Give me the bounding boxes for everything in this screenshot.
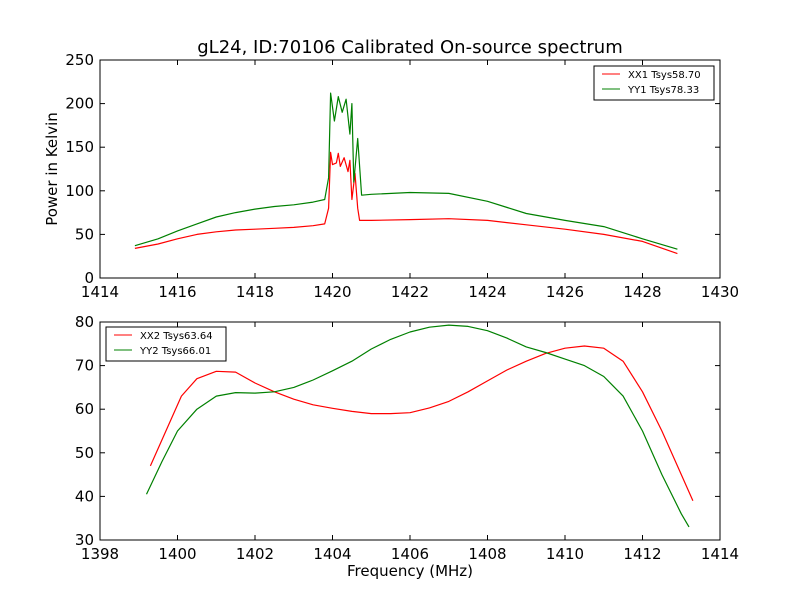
bottom-ticks: 1398 1400 1402 1404 1406 1408 1410 1412 1414 30 40… bbox=[75, 313, 739, 563]
top-x-tick-label: 1430 bbox=[701, 283, 739, 301]
bottom-series-group bbox=[145, 324, 694, 528]
top-x-tick-label: 1428 bbox=[623, 283, 661, 301]
bottom-legend-label-xx2: XX2 Tsys63.64 bbox=[140, 331, 213, 342]
bottom-legend: XX2 Tsys63.64 YY2 Tsys66.01 bbox=[105, 326, 227, 362]
top-y-tick-label: 150 bbox=[65, 138, 94, 156]
bottom-y-tick-label: 60 bbox=[75, 400, 94, 418]
top-ticks: 1414 1416 1418 1420 1422 1424 1426 1428 1430 0 50 1… bbox=[65, 51, 739, 301]
top-axes: 1414 1416 1418 1420 1422 1424 1426 1428 1430 0 50 1… bbox=[43, 51, 739, 301]
top-y-tick-label: 200 bbox=[65, 95, 94, 113]
bottom-series-line-0 bbox=[149, 345, 694, 502]
bottom-y-tick-label: 50 bbox=[75, 444, 94, 462]
top-x-tick-label: 1418 bbox=[236, 283, 274, 301]
bottom-y-tick-label: 30 bbox=[75, 531, 94, 549]
bottom-y-tick-label: 40 bbox=[75, 487, 94, 505]
bottom-x-tick-label: 1410 bbox=[546, 545, 584, 563]
top-y-axis-label: Power in Kelvin bbox=[43, 112, 61, 226]
top-y-tick-label: 100 bbox=[65, 182, 94, 200]
bottom-x-tick-label: 1412 bbox=[623, 545, 661, 563]
bottom-x-tick-label: 1406 bbox=[391, 545, 429, 563]
top-x-tick-label: 1416 bbox=[158, 283, 196, 301]
top-legend-label-xx1: XX1 Tsys58.70 bbox=[628, 70, 701, 81]
bottom-x-tick-label: 1400 bbox=[158, 545, 196, 563]
bottom-x-tick-label: 1404 bbox=[313, 545, 351, 563]
bottom-legend-label-yy2: YY2 Tsys66.01 bbox=[139, 346, 211, 357]
top-series-line-1 bbox=[134, 92, 678, 250]
bottom-x-axis-label: Frequency (MHz) bbox=[347, 562, 473, 580]
top-y-tick-label: 250 bbox=[65, 51, 94, 69]
top-legend-label-yy1: YY1 Tsys78.33 bbox=[627, 85, 699, 96]
bottom-y-tick-label: 80 bbox=[75, 313, 94, 331]
top-x-tick-label: 1426 bbox=[546, 283, 584, 301]
bottom-legend-box bbox=[105, 326, 227, 362]
bottom-x-tick-label: 1414 bbox=[701, 545, 739, 563]
top-x-tick-label: 1422 bbox=[391, 283, 429, 301]
top-y-tick-label: 0 bbox=[84, 269, 94, 287]
top-x-tick-label: 1420 bbox=[313, 283, 351, 301]
top-legend: XX1 Tsys58.70 YY1 Tsys78.33 bbox=[593, 65, 715, 101]
top-y-tick-label: 50 bbox=[75, 225, 94, 243]
bottom-y-tick-label: 70 bbox=[75, 357, 94, 375]
bottom-x-tick-label: 1402 bbox=[236, 545, 274, 563]
bottom-x-tick-label: 1398 bbox=[81, 545, 119, 563]
chart-title: gL24, ID:70106 Calibrated On-source spec… bbox=[197, 37, 623, 58]
top-series-line-0 bbox=[134, 151, 678, 255]
bottom-axes: 1398 1400 1402 1404 1406 1408 1410 1412 1414 30 40… bbox=[75, 313, 739, 580]
top-x-tick-label: 1424 bbox=[468, 283, 506, 301]
bottom-series-line-1 bbox=[145, 324, 690, 528]
top-series-group bbox=[134, 92, 678, 255]
top-x-tick-label: 1414 bbox=[81, 283, 119, 301]
top-legend-box bbox=[593, 65, 715, 101]
bottom-x-tick-label: 1408 bbox=[468, 545, 506, 563]
